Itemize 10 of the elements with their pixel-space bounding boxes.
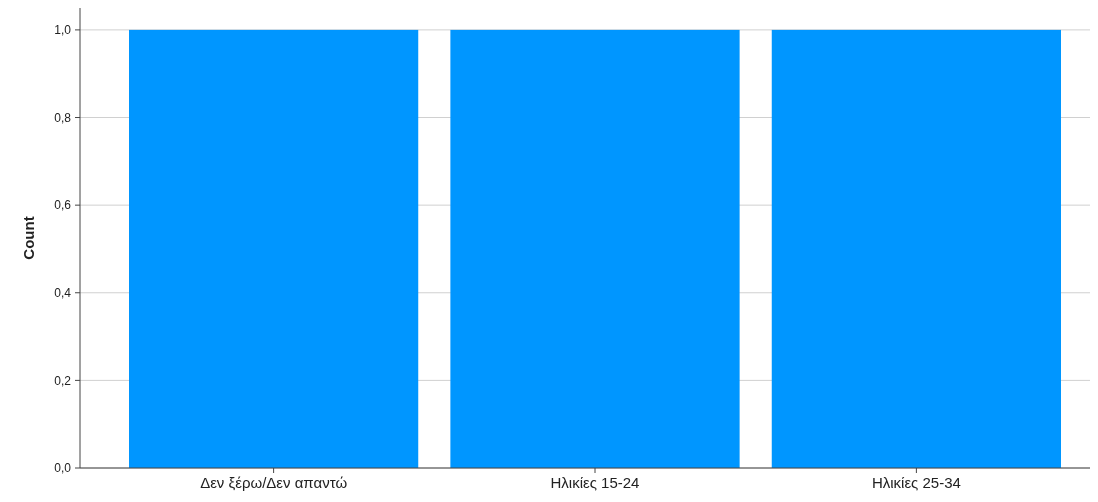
y-tick-label: 0,0: [54, 461, 72, 476]
x-tick-label: Ηλικίες 15-24: [550, 474, 640, 491]
y-tick-label: 0,2: [54, 373, 72, 388]
y-tick-label: 0,8: [54, 110, 72, 125]
x-tick-label: Ηλικίες 25-34: [871, 474, 961, 491]
y-tick-label: 0,4: [54, 285, 72, 300]
y-tick-label: 0,6: [54, 198, 72, 213]
y-tick-label: 1,0: [54, 23, 72, 38]
x-tick-label: Δεν ξέρω/Δεν απαντώ: [200, 474, 348, 491]
y-axis-title: Count: [20, 216, 37, 260]
